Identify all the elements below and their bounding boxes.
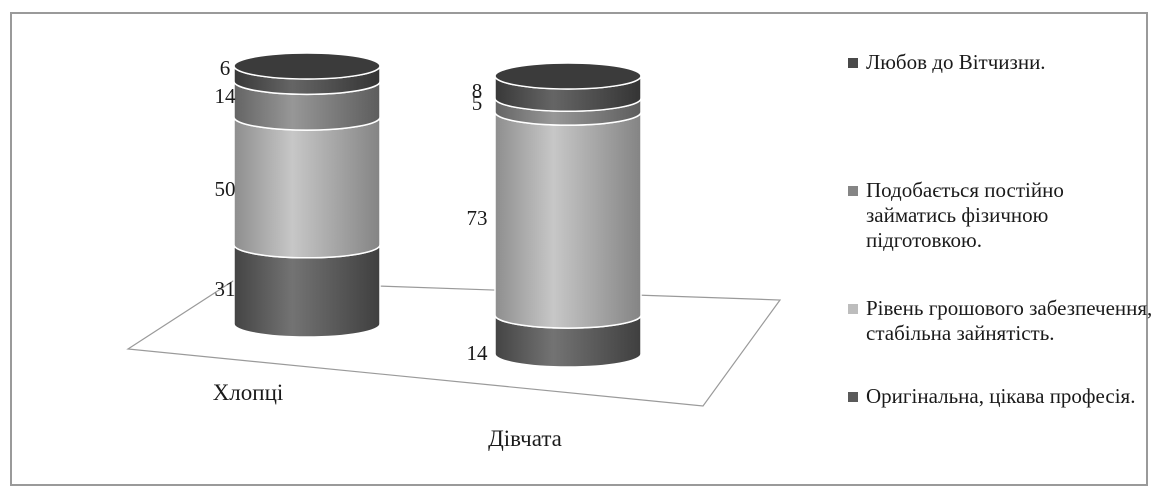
data-label: 73: [467, 206, 488, 230]
data-label: 8: [472, 79, 483, 103]
cylinder-top: [494, 62, 642, 90]
legend-item: Оригінальна, цікава професія.: [848, 384, 1158, 409]
legend-swatch: [848, 304, 858, 314]
legend-label: Подобається постійно займатись фізичною …: [866, 178, 1064, 252]
data-label: 50: [215, 177, 236, 201]
cylinder-segment: [494, 111, 642, 329]
legend-label: Рівень грошового забезпечення, стабільна…: [866, 296, 1153, 345]
legend-item: Любов до Вітчизни.: [848, 50, 1158, 75]
data-label: 14: [215, 84, 237, 108]
cylinder-top: [233, 52, 381, 80]
legend-label: Любов до Вітчизни.: [866, 50, 1046, 74]
legend-item: Рівень грошового забезпечення, стабільна…: [848, 296, 1158, 346]
category-label: Хлопці: [213, 380, 284, 405]
data-label: 14: [467, 341, 489, 365]
data-label: 6: [220, 56, 231, 80]
data-label: 31: [215, 277, 236, 301]
legend-swatch: [848, 58, 858, 68]
legend-label: Оригінальна, цікава професія.: [866, 384, 1136, 408]
data-label: 5: [472, 91, 483, 115]
cylinder-segment: [233, 244, 381, 338]
cylinder-segment: [233, 116, 381, 259]
legend-swatch: [848, 392, 858, 402]
legend-item: Подобається постійно займатись фізичною …: [848, 178, 1158, 253]
category-label: Дівчата: [488, 426, 562, 451]
legend-swatch: [848, 186, 858, 196]
